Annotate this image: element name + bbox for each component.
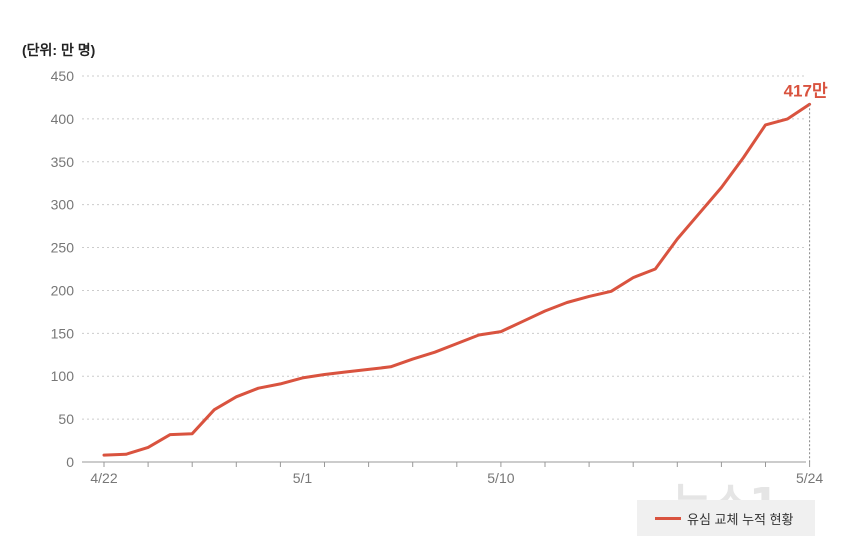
gridlines: [82, 75, 806, 463]
series-polyline: [102, 102, 812, 457]
legend-line-swatch: [655, 516, 681, 520]
y-axis-ticks: 0 50 100 150 200 250 300 350 400 450: [51, 68, 75, 470]
y-tick-label: 350: [51, 154, 75, 170]
y-tick-label: 450: [51, 68, 75, 84]
x-tick-label: 5/10: [487, 470, 514, 486]
x-tick-label: 5/24: [796, 470, 823, 486]
legend: 유심 교체 누적 현황: [637, 500, 815, 536]
y-tick-label: 100: [51, 368, 75, 384]
x-tick-label: 4/22: [90, 470, 117, 486]
y-tick-label: 200: [51, 282, 75, 298]
x-tick-label: 5/1: [293, 470, 313, 486]
legend-label: 유심 교체 누적 현황: [687, 511, 794, 527]
y-tick-label: 150: [51, 325, 75, 341]
y-tick-label: 400: [51, 111, 75, 127]
end-value-label: 417만: [784, 81, 828, 100]
y-tick-label: 50: [58, 411, 74, 427]
series-line: [102, 102, 812, 457]
y-tick-label: 0: [66, 454, 74, 470]
x-axis-ticks: 4/22 5/1 5/10 5/24: [90, 462, 823, 486]
unit-label: (단위: 만 명): [22, 42, 96, 58]
y-tick-label: 300: [51, 197, 75, 213]
y-tick-label: 250: [51, 240, 75, 256]
